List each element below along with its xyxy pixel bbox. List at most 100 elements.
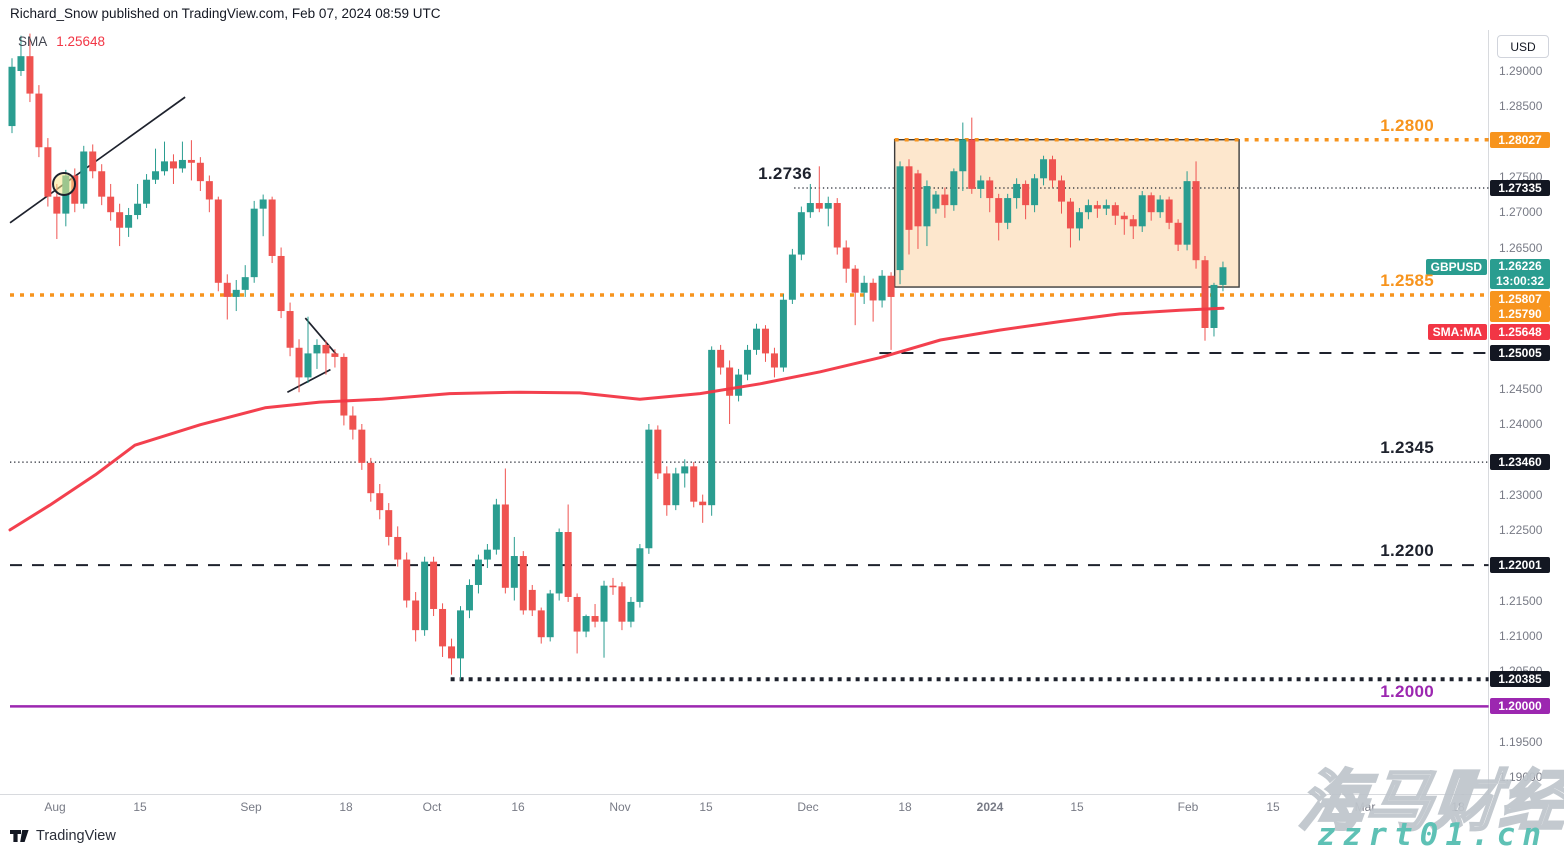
candle-body [717, 349, 725, 368]
candle-body [546, 593, 554, 638]
candle-body [528, 589, 536, 611]
time-tick-label: 18 [339, 800, 353, 814]
candle-body [1040, 159, 1048, 179]
candle-body [923, 186, 931, 227]
candle-body [744, 349, 752, 375]
sma-line[interactable] [8, 306, 1225, 532]
candle-body [609, 585, 617, 588]
ascending-trendline[interactable] [9, 96, 186, 224]
tradingview-logo[interactable]: TradingView [10, 828, 116, 844]
candle-body [1057, 180, 1065, 202]
price-tick-label: 1.24500 [1499, 381, 1543, 396]
candle-body [448, 646, 456, 659]
candle-body [1183, 181, 1191, 245]
candle-body [358, 429, 366, 463]
candle-body [636, 548, 644, 602]
candle-body [941, 194, 949, 206]
range-highlight-box[interactable] [893, 138, 1240, 288]
time-tick-label: Sep [240, 800, 262, 814]
candle-body [1174, 222, 1182, 245]
time-tick-label: Dec [797, 800, 819, 814]
candle-body [439, 608, 447, 647]
candle-body [995, 198, 1003, 223]
time-tick-label: Aug [44, 800, 66, 814]
tradingview-logo-text: TradingView [36, 828, 116, 844]
candle-body [53, 196, 61, 214]
candle-body [169, 161, 177, 169]
time-tick-label: 15 [1266, 800, 1280, 814]
candle-body [914, 173, 922, 227]
pennant-line-2[interactable] [286, 368, 331, 393]
symbol-badge: GBPUSD [1425, 259, 1487, 275]
candle-body [1210, 284, 1218, 328]
price-level-badge: 1.25005 [1490, 345, 1550, 362]
candle-body [241, 277, 249, 290]
candle-body [1192, 181, 1200, 261]
candle-body [17, 56, 25, 71]
time-tick-label: 15 [699, 800, 713, 814]
price-tick-label: 1.21500 [1499, 593, 1543, 608]
candle-body [968, 139, 976, 189]
candle-body [645, 429, 653, 549]
candle-body [726, 367, 734, 396]
time-tick-label: 2024 [976, 800, 1004, 814]
candle-body [1004, 198, 1012, 223]
candle-body [474, 559, 482, 585]
indicator-name-label: SMA [18, 34, 48, 49]
candle-body [519, 556, 527, 611]
time-tick-label: 18 [898, 800, 912, 814]
candle-body [483, 549, 491, 560]
price-level-badge: 1.25790 [1490, 306, 1550, 322]
candle-body [259, 199, 267, 209]
candle-body [1129, 219, 1137, 227]
candle-body [1111, 205, 1119, 216]
price-tick-label: 1.21000 [1499, 628, 1543, 643]
candle-body [806, 203, 814, 213]
candle-body [735, 374, 743, 396]
candle-body [555, 532, 563, 594]
candle-body [1102, 205, 1110, 209]
candle-body [457, 610, 464, 659]
candle-body [232, 289, 240, 297]
last-price-badge: 1.26226 13:00:32 [1490, 259, 1550, 289]
candle-body [986, 180, 994, 199]
candle-body [842, 247, 850, 269]
candle-body [815, 203, 823, 209]
candle-body [663, 473, 671, 506]
candle-body [465, 584, 473, 611]
candle-body [851, 268, 859, 293]
price-tick-label: 1.19500 [1499, 734, 1543, 749]
candle-body [322, 344, 330, 354]
currency-toggle-button[interactable]: USD [1497, 35, 1549, 58]
price-axis[interactable]: USD 1.29000 1.28500 1.27500 1.27000 1.26500 1… [1489, 0, 1564, 795]
price-level-badge: 1.20385 [1490, 671, 1550, 688]
candle-body [627, 601, 635, 622]
candle-body [394, 536, 402, 560]
candle-body [1165, 199, 1173, 223]
candle-body [618, 586, 626, 622]
circle-annotation[interactable] [52, 171, 77, 196]
candle-body [654, 429, 662, 474]
candle-body [887, 275, 895, 297]
time-tick-label: Nov [609, 800, 631, 814]
time-axis[interactable]: Aug 15 Sep 18 Oct 16 Nov 15 Dec 18 2024 15 Feb 15 Mar 1… [0, 795, 1489, 821]
candle-body [107, 196, 115, 213]
price-level-badge: 1.20000 [1490, 698, 1550, 715]
time-tick-label: Mar [1354, 800, 1376, 814]
candle-body [1084, 205, 1092, 213]
candle-body [134, 203, 142, 216]
published-attribution: Richard_Snow published on TradingView.co… [10, 6, 441, 21]
price-tick-label: 1.26500 [1499, 240, 1543, 255]
candle-body [699, 501, 707, 506]
candle-body [268, 199, 276, 256]
candle-body [286, 311, 294, 348]
candle-body [331, 353, 339, 357]
candle-body [205, 181, 213, 200]
candle-body [761, 328, 769, 354]
candle-body [708, 349, 716, 506]
indicator-legend[interactable]: SMA 1.25648 [18, 34, 105, 49]
candle-body [1120, 215, 1128, 220]
candle-body [1156, 199, 1164, 213]
pennant-line-1[interactable] [304, 317, 338, 356]
